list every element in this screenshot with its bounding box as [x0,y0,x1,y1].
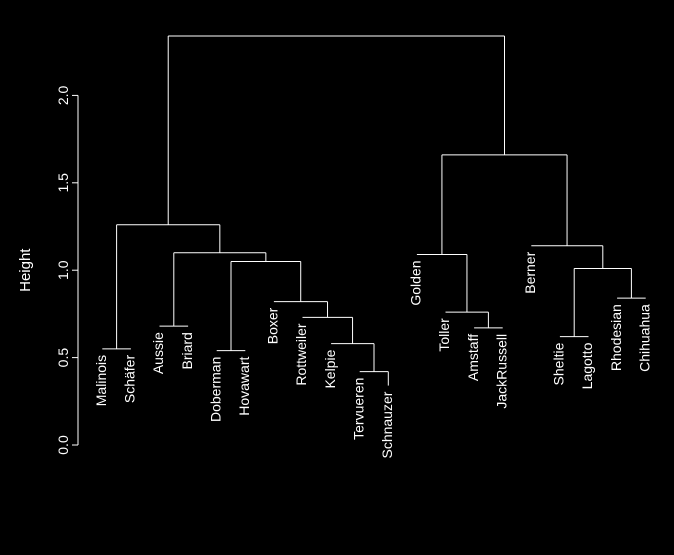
y-axis-tick-label: 1.0 [55,260,71,280]
y-axis-tick-label: 0.5 [55,348,71,368]
leaf-label: Hovawart [236,357,252,416]
leaf-label: Doberman [207,357,223,422]
leaf-label: Toller [436,318,452,352]
dendrogram-chart: 0.0 0.5 1.0 1.5 2.0 Height Malinois Schäfer Auss… [0,0,674,555]
leaf-label: Chihuahua [636,304,652,372]
leaf-label: Briard [179,332,195,369]
y-axis-tick-label: 0.0 [55,435,71,455]
leaf-label: Golden [408,260,424,305]
leaf-label: Amstaff [465,334,481,381]
leaf-label: JackRussell [493,334,509,409]
leaf-label: Lagotto [579,342,595,389]
leaf-label: Schnauzer [379,391,395,458]
leaf-label: Tervueren [350,378,366,440]
leaf-label: Berner [522,251,538,293]
leaf-label: Rottweiler [293,323,309,386]
leaf-label: Malinois [93,355,109,406]
leaf-label: Schäfer [122,355,138,404]
chart-background [0,0,674,555]
leaf-label: Boxer [265,307,281,344]
y-axis-tick-label: 2.0 [55,85,71,105]
leaf-label: Rhodesian [608,304,624,371]
leaf-label: Sheltie [551,342,567,385]
y-axis-label: Height [17,248,34,292]
y-axis-tick-label: 1.5 [55,173,71,193]
leaf-label: Kelpie [322,349,338,388]
leaf-label: Aussie [150,332,166,374]
